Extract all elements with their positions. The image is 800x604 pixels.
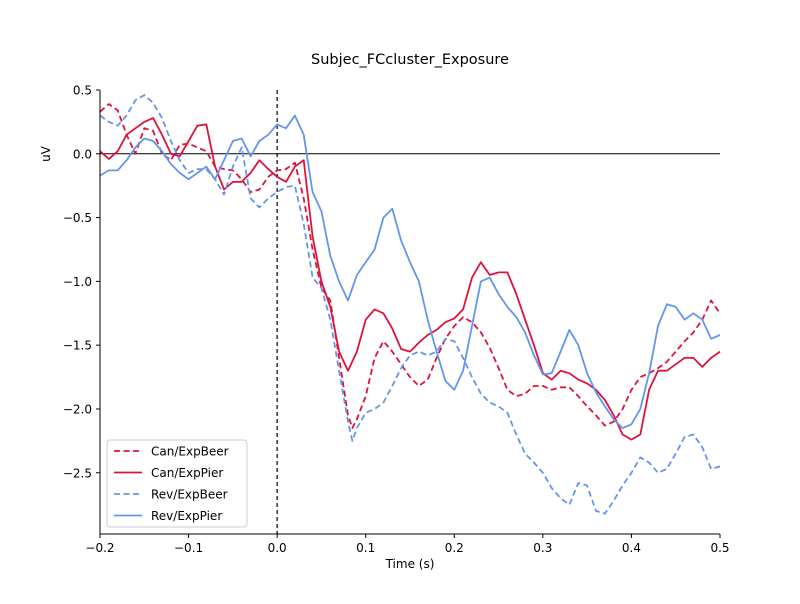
y-tick-label: −2.0 <box>63 402 92 416</box>
y-tick-label: 0.0 <box>73 147 92 161</box>
y-tick-label: −0.5 <box>63 211 92 225</box>
legend-label-0: Can/ExpBeer <box>151 445 229 459</box>
series-line-2 <box>99 94 721 515</box>
y-tick-label: −1.0 <box>63 275 92 289</box>
x-tick-label: 0.1 <box>356 541 375 555</box>
y-axis-label: uV <box>39 145 53 162</box>
legend: Can/ExpBeer Can/ExpPier Rev/ExpBeer Rev/Exp… <box>106 439 248 528</box>
legend-label-1: Can/ExpPier <box>151 466 223 480</box>
series-line-3 <box>99 114 721 430</box>
series-line-0 <box>99 103 721 430</box>
y-tick-label: −2.5 <box>63 466 92 480</box>
legend-box <box>106 439 248 528</box>
x-tick-label: 0.4 <box>622 541 641 555</box>
series-line-1 <box>99 117 721 441</box>
chart-title: Subjec_FCcluster_Exposure <box>311 52 509 68</box>
x-axis-label: Time (s) <box>385 557 435 571</box>
y-tick-label: −1.5 <box>63 339 92 353</box>
x-tick-label: 0.5 <box>710 541 729 555</box>
x-tick-label: 0.0 <box>268 541 287 555</box>
x-tick-label: 0.2 <box>445 541 464 555</box>
x-tick-label: −0.1 <box>174 541 203 555</box>
legend-label-3: Rev/ExpPier <box>151 509 222 523</box>
x-tick-label: −0.2 <box>85 541 114 555</box>
legend-label-2: Rev/ExpBeer <box>151 488 228 502</box>
y-tick-label: 0.5 <box>73 84 92 98</box>
x-tick-label: 0.3 <box>533 541 552 555</box>
